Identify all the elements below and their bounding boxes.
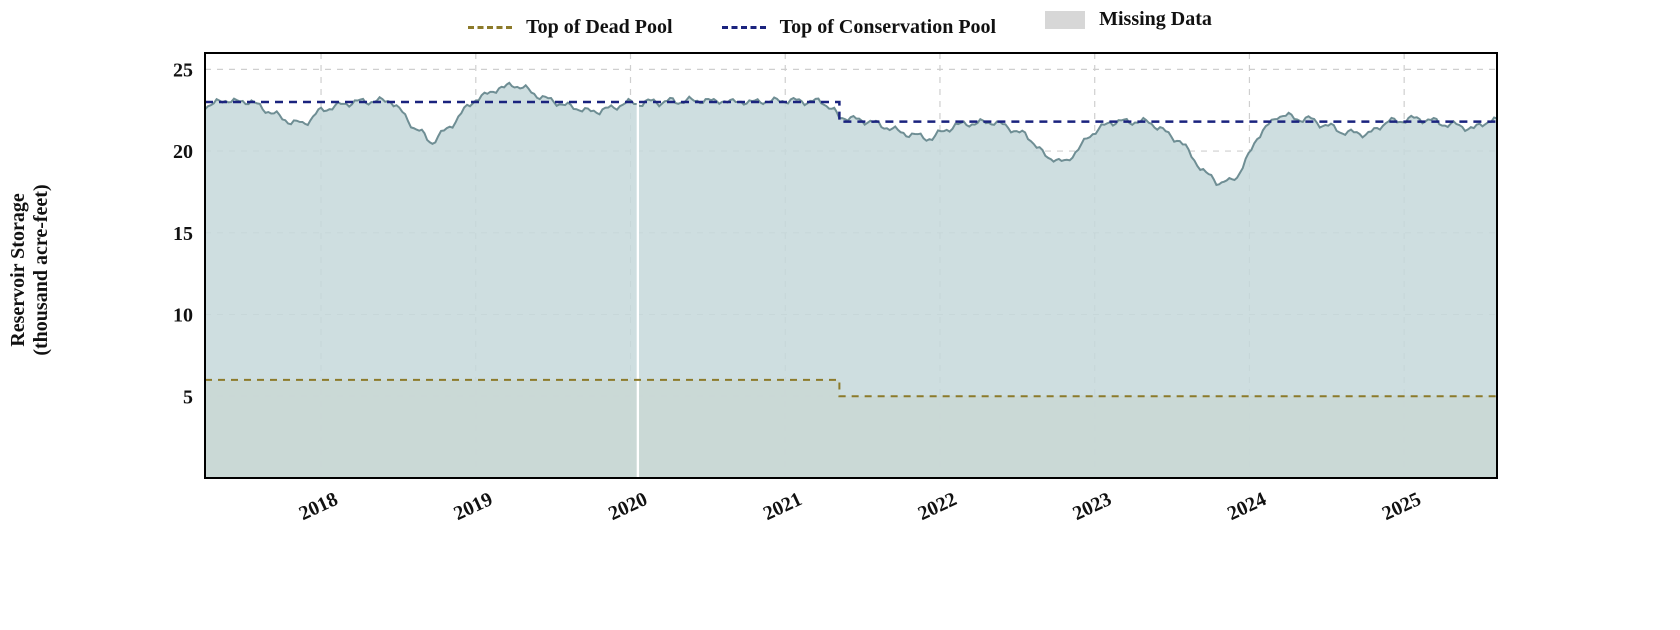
svg-text:10: 10 [173, 305, 193, 327]
svg-text:2024: 2024 [1224, 488, 1270, 525]
svg-text:5: 5 [183, 386, 193, 408]
legend-label: Top of Conservation Pool [780, 16, 997, 39]
legend-item-missing: Missing Data [1045, 8, 1212, 31]
svg-text:2020: 2020 [605, 488, 651, 525]
dash-swatch-icon [722, 26, 766, 29]
y-axis-label: Reservoir Storage (thousand acre-feet) [7, 184, 53, 355]
legend: Top of Dead Pool Top of Conservation Poo… [0, 8, 1680, 39]
legend-item-dead-pool: Top of Dead Pool [468, 16, 673, 39]
rect-swatch-icon [1045, 11, 1085, 29]
legend-label: Missing Data [1099, 8, 1212, 31]
svg-text:20: 20 [173, 141, 193, 163]
dash-swatch-icon [468, 26, 512, 29]
svg-text:2018: 2018 [296, 488, 342, 525]
chart-svg: 5101520252018201920202021202220232024202… [0, 0, 1680, 630]
svg-text:15: 15 [173, 223, 193, 245]
svg-text:2022: 2022 [915, 488, 961, 525]
y-axis-label-line1: Reservoir Storage [7, 193, 29, 346]
svg-text:2023: 2023 [1069, 488, 1115, 525]
legend-item-conservation-pool: Top of Conservation Pool [722, 16, 997, 39]
chart-container: Top of Dead Pool Top of Conservation Poo… [0, 0, 1680, 630]
y-axis-label-line2: (thousand acre-feet) [30, 184, 52, 355]
svg-text:2025: 2025 [1379, 488, 1425, 525]
svg-text:2019: 2019 [450, 488, 496, 525]
svg-text:2021: 2021 [760, 488, 806, 525]
svg-text:25: 25 [173, 59, 193, 81]
legend-label: Top of Dead Pool [526, 16, 673, 39]
